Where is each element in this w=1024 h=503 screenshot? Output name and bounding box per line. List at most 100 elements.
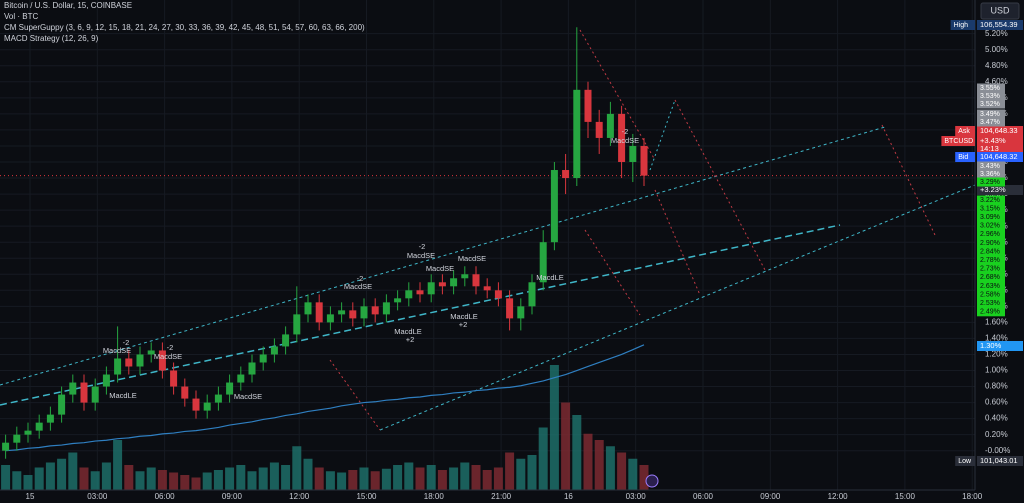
- guppy-label-box: [977, 169, 1005, 179]
- price-tag-label-box: [955, 456, 975, 466]
- candle-body: [562, 170, 570, 179]
- price-tag-value: 106,554.39: [980, 20, 1018, 29]
- guppy-label: 2.78%: [980, 257, 1000, 264]
- volume-bar: [281, 465, 291, 490]
- volume-bar: [45, 462, 55, 490]
- signal-label: MacdLE: [450, 312, 478, 321]
- candle-body: [158, 350, 166, 371]
- projection-line: [674, 99, 766, 271]
- candle-body: [13, 434, 21, 443]
- candle-body: [136, 354, 144, 367]
- price-tag-value: 1.30%: [980, 341, 1002, 350]
- candle-body: [494, 290, 502, 299]
- volume-bar: [393, 465, 403, 490]
- candle-body: [170, 370, 178, 387]
- guppy-label-box: [977, 229, 1005, 239]
- volume-bar: [561, 402, 571, 490]
- volume-bar: [292, 446, 302, 490]
- volume-bar: [12, 471, 22, 490]
- candle-body: [282, 334, 290, 347]
- currency-button[interactable]: [980, 2, 1020, 20]
- volume-bar: [359, 467, 369, 490]
- signal-label: MacdSE: [154, 352, 182, 361]
- y-tick-label: 1.00%: [985, 366, 1008, 375]
- volume-bar: [639, 465, 649, 490]
- volume-bar: [157, 470, 167, 490]
- projection-line: [329, 359, 381, 431]
- signal-label: -2: [123, 338, 130, 347]
- candle-body: [304, 302, 312, 315]
- candle-body: [606, 113, 614, 138]
- volume-bar: [594, 440, 604, 490]
- guppy-label: 3.02%: [980, 223, 1000, 230]
- y-tick-label: 0.40%: [985, 414, 1008, 423]
- projection-line: [654, 189, 701, 296]
- x-tick-label: 12:00: [289, 492, 310, 501]
- volume-bar: [538, 427, 548, 490]
- price-tag-label: Low: [958, 458, 972, 465]
- x-tick-label: 18:00: [962, 492, 983, 501]
- x-tick-label: 16: [564, 492, 573, 501]
- volume-bar: [169, 472, 179, 490]
- candle-body: [315, 302, 323, 323]
- legend-line: Vol · BTC: [4, 12, 38, 21]
- guppy-label-box: [977, 281, 1005, 291]
- channel-line: [379, 184, 976, 431]
- candle-body: [584, 89, 592, 122]
- guppy-label-box: [977, 238, 1005, 248]
- volume-bar: [572, 415, 582, 490]
- volume-bar: [415, 467, 425, 490]
- x-tick-label: 15:00: [356, 492, 377, 501]
- currency-label[interactable]: USD: [990, 5, 1010, 15]
- candle-body: [528, 282, 536, 307]
- event-icon[interactable]: [645, 474, 659, 488]
- volume-bar: [370, 471, 380, 490]
- price-tag-value: +3.43%: [980, 136, 1006, 145]
- price-tag-label: Ask: [958, 128, 970, 135]
- volume-bar: [90, 471, 100, 490]
- volume-bar: [628, 458, 638, 490]
- guppy-label: 3.29%: [980, 179, 1000, 186]
- candle-body: [102, 374, 110, 387]
- price-tag-label: BTCUSD: [944, 138, 973, 145]
- x-tick-label: 03:00: [626, 492, 647, 501]
- volume-bar: [202, 472, 212, 490]
- moving-average: [5, 344, 645, 452]
- volume-bar: [247, 471, 257, 490]
- candle-body: [69, 382, 77, 395]
- projection-line: [649, 99, 676, 171]
- signal-label: MacdSE: [458, 254, 486, 263]
- y-tick-label: 4.80%: [985, 61, 1008, 70]
- volume-bar: [225, 467, 235, 490]
- candle-body: [114, 358, 122, 375]
- price-tag-label: Bid: [958, 154, 968, 161]
- candle-body: [394, 298, 402, 303]
- guppy-label: 3.43%: [980, 163, 1000, 170]
- guppy-label-box: [977, 255, 1005, 265]
- candle-body: [349, 310, 357, 319]
- guppy-label-box: [977, 290, 1005, 300]
- projection-line: [881, 124, 936, 236]
- candle-body: [472, 274, 480, 287]
- volume-bar: [337, 472, 347, 490]
- guppy-label: 3.55%: [980, 85, 1000, 92]
- signal-label: MacdSE: [611, 136, 639, 145]
- candle-body: [438, 282, 446, 287]
- guppy-label: 2.53%: [980, 300, 1000, 307]
- x-tick-label: 03:00: [87, 492, 108, 501]
- x-tick-label: 21:00: [491, 492, 512, 501]
- x-tick-label: 18:00: [424, 492, 445, 501]
- volume-bar: [482, 470, 492, 490]
- candle-body: [2, 442, 10, 451]
- guppy-label: 2.63%: [980, 283, 1000, 290]
- guppy-label-box: [977, 161, 1005, 171]
- guppy-label: 3.52%: [980, 101, 1000, 108]
- price-tag-value: 104,648.32: [980, 152, 1018, 161]
- volume-bar: [34, 467, 44, 490]
- volume-bar: [57, 458, 67, 490]
- price-tag-box: [977, 341, 1023, 351]
- candle-body: [506, 298, 514, 319]
- guppy-label: 2.84%: [980, 248, 1000, 255]
- guppy-label: 3.49%: [980, 111, 1000, 118]
